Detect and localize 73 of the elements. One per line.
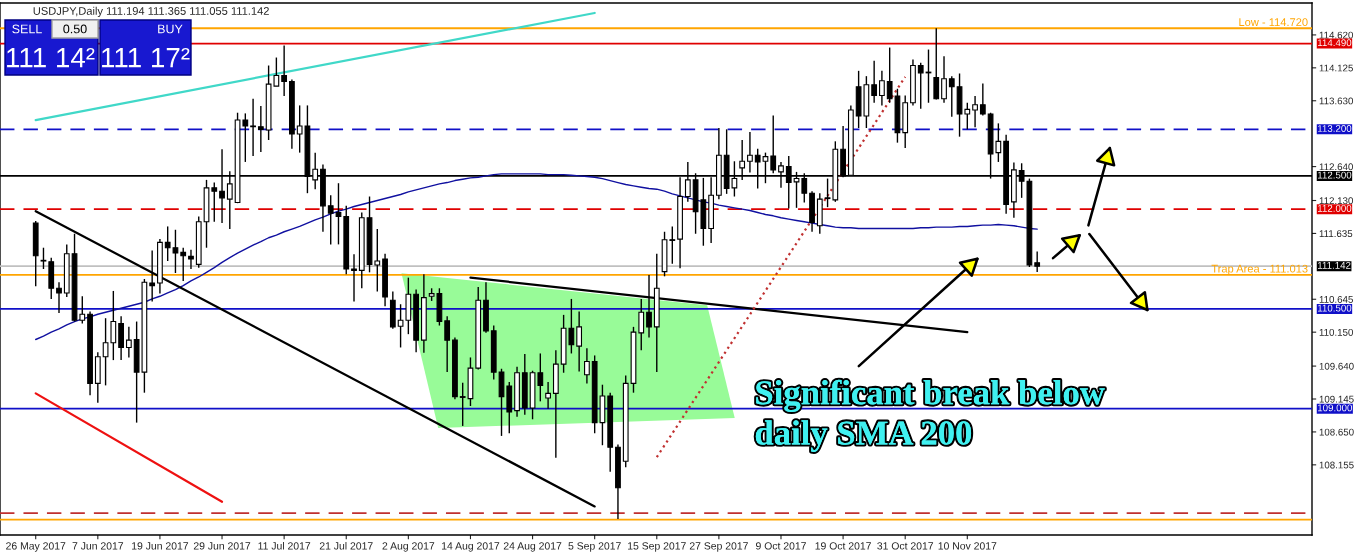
annotation: 111 14² [7,47,95,68]
x-tick-label: 11 Jul 2017 [258,541,311,550]
candlestick [770,114,777,174]
x-tick-label: 27 Sep 2017 [689,542,748,552]
candlestick [180,247,187,282]
y-tick-label: 114.125 [1319,64,1353,72]
candlestick [576,310,583,373]
y-tick-label: 109.640 [1319,362,1354,370]
candlestick [948,75,955,118]
x-tick-label: 14 Aug 2017 [442,542,500,552]
ref-line-label: 111.142 [1317,261,1351,269]
candlestick [188,249,194,270]
x-tick-label: 10 Nov 2017 [938,542,997,550]
candlestick [545,381,551,410]
x-tick-label: 21 Jul 2017 [319,541,373,550]
y-tick-label: 108.155 [1319,461,1354,469]
x-tick-label: 5 Sep 2017 [568,542,621,552]
ref-line-label: Low - 114.720 [1239,18,1308,27]
y-tick-label: 110.645 [1319,295,1353,303]
ref-line-label: Trap Area - 111.013 [1211,264,1308,275]
candlestick [351,253,357,303]
candlestick [281,44,288,97]
candlestick [933,27,940,101]
x-tick-label: 9 Oct 2017 [756,542,806,550]
candlestick [972,95,978,129]
y-tick-label: 109.145 [1319,395,1354,403]
candlestick [250,98,256,157]
candlestick [257,105,264,153]
candlestick [327,194,334,246]
candlestick [584,347,590,385]
y-tick-label: 110.150 [1319,328,1353,336]
x-tick-label: 19 Oct 2017 [815,542,871,550]
candlestick [879,70,885,107]
annotation: BUY [158,24,183,34]
candlestick [871,60,878,104]
annotation: Significant break below daily SMA 200 [755,379,1105,452]
candlestick [979,82,986,117]
candlestick [125,326,132,359]
ref-line-label: 109.000 [1317,404,1353,412]
x-tick-label: 24 Aug 2017 [503,542,562,552]
ref-line-label: 114.490 [1317,39,1352,47]
y-tick-label: 111.635 [1319,230,1353,238]
ref-line-label: 112.000 [1317,204,1352,212]
line-series [35,173,1038,341]
x-tick-label: 29 Jun 2017 [193,542,251,550]
candlestick [40,247,47,270]
y-tick-label: 114.620 [1319,31,1353,39]
candlestick [56,281,62,314]
candlestick [118,315,124,361]
y-tick-label: 108.650 [1319,428,1354,436]
ref-line-label: 112.500 [1317,171,1352,179]
candlestick [211,181,218,223]
candlestick [1034,250,1041,273]
annotation: 111 17² [102,47,190,68]
candlestick [149,249,156,303]
x-tick-label: 7 Jun 2017 [72,542,124,550]
candlestick [444,315,451,373]
ref-line-label: 110.500 [1317,304,1352,312]
candlestick [917,62,924,110]
x-tick-label: 26 May 2017 [6,542,66,552]
candlestick [941,55,947,104]
y-tick-label: 112.130 [1319,197,1353,205]
y-tick-label: 113.630 [1319,97,1353,105]
y-tick-label: 112.640 [1319,163,1353,171]
ref-line-label: 113.200 [1317,125,1352,132]
annotation: SELL [12,24,42,34]
x-tick-label: 2 Aug 2017 [382,542,435,552]
x-tick-label: 31 Oct 2017 [877,542,934,550]
x-tick-label: 15 Sep 2017 [628,542,686,552]
chart-title: USDJPY,Daily 111.194 111.365 111.055 111.142 [33,6,269,18]
x-tick-label: 19 Jun 2017 [132,542,189,550]
annotation: 0.50 [63,24,87,34]
candlestick [747,131,753,174]
